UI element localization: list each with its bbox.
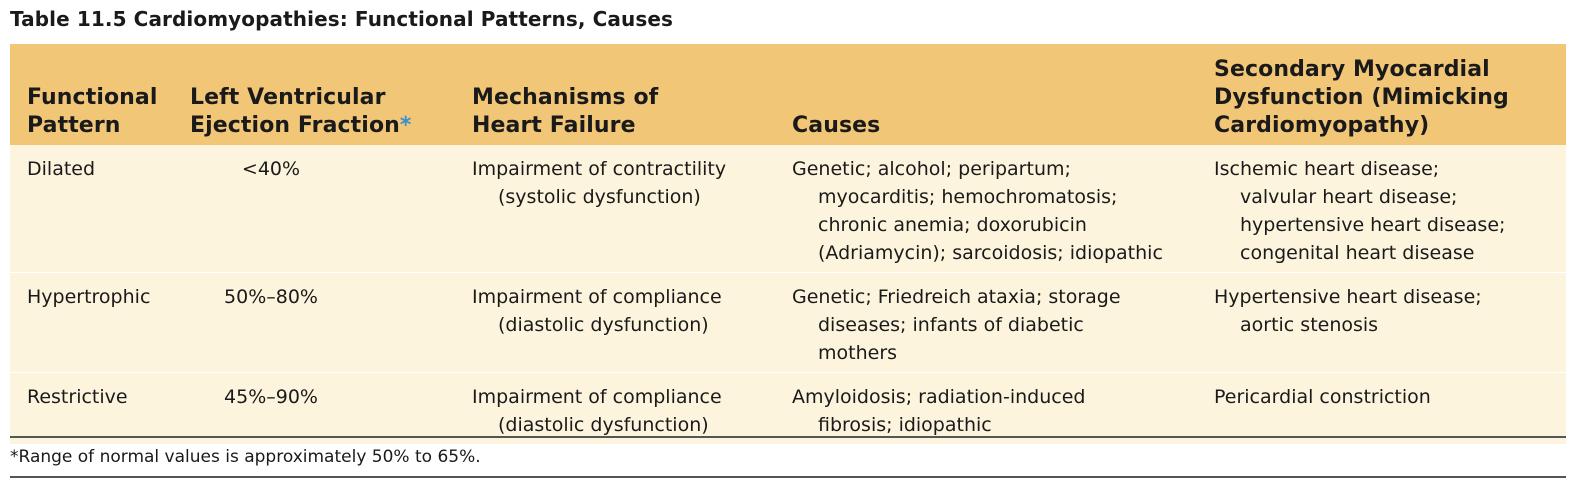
cell-line: Pericardial constriction	[1214, 386, 1431, 408]
cell-line: Impairment of contractility	[472, 158, 727, 180]
table-row-hypertrophic: Hypertrophic 50%–80% Impairment of compl…	[10, 272, 1566, 373]
table-title: Table 11.5 Cardiomyopathies: Functional …	[10, 7, 673, 31]
header-text: Functional	[27, 85, 158, 110]
header-text: Pattern	[27, 113, 121, 138]
cell-ejection-fraction: 50%–80%	[190, 272, 472, 373]
cell-secondary: Hypertensive heart disease; aortic steno…	[1214, 272, 1566, 373]
cell-pattern: Hypertrophic	[10, 272, 190, 373]
cell-mechanism: Impairment of compliance (diastolic dysf…	[472, 272, 792, 373]
cell-mechanism: Impairment of contractility (systolic dy…	[472, 145, 792, 273]
header-causes: Causes	[792, 44, 1214, 145]
cell-causes: Genetic; Friedreich ataxia; storage dise…	[792, 272, 1214, 373]
header-text-wrap: Ejection Fraction*	[190, 112, 466, 140]
cell-line: (diastolic dysfunction)	[498, 314, 709, 336]
cell-ejection-fraction: 45%–90%	[190, 372, 472, 444]
table-bottom-rule	[10, 436, 1566, 438]
cell-line: (Adriamycin); sarcoidosis; idiopathic	[818, 242, 1163, 264]
cell-line: aortic stenosis	[1240, 314, 1379, 336]
table-header: Functional Pattern Left Ventricular Ejec…	[10, 44, 1566, 145]
data-table: Functional Pattern Left Ventricular Ejec…	[10, 44, 1566, 444]
header-mechanisms: Mechanisms of Heart Failure	[472, 44, 792, 145]
cell-line: (diastolic dysfunction)	[498, 414, 709, 436]
cell-mechanism: Impairment of compliance (diastolic dysf…	[472, 372, 792, 444]
cell-pattern: Restrictive	[10, 372, 190, 444]
cell-causes: Amyloidosis; radiation-induced fibrosis;…	[792, 372, 1214, 444]
cell-line: congenital heart disease	[1240, 242, 1475, 264]
header-row: Functional Pattern Left Ventricular Ejec…	[10, 44, 1566, 145]
header-text: Cardiomyopathy)	[1214, 113, 1430, 138]
cell-line: (systolic dysfunction)	[498, 186, 701, 208]
table-row-restrictive: Restrictive 45%–90% Impairment of compli…	[10, 372, 1566, 444]
cell-line: chronic anemia; doxorubicin	[818, 214, 1087, 236]
cell-line: Hypertensive heart disease;	[1214, 286, 1482, 308]
cell-line: Genetic; Friedreich ataxia; storage	[792, 286, 1121, 308]
header-secondary-dysfunction: Secondary Myocardial Dysfunction (Mimick…	[1214, 44, 1566, 145]
table-body: Dilated <40% Impairment of contractility…	[10, 145, 1566, 444]
cell-ejection-fraction: <40%	[241, 158, 301, 180]
header-text: Heart Failure	[472, 113, 636, 138]
cell-pattern: Dilated	[27, 158, 96, 180]
header-text: Left Ventricular	[190, 85, 386, 110]
cell-line: valvular heart disease;	[1240, 186, 1458, 208]
header-text: Dysfunction (Mimicking	[1214, 85, 1509, 110]
footnote-bottom-rule	[10, 476, 1566, 478]
cell-secondary: Ischemic heart disease; valvular heart d…	[1214, 145, 1566, 273]
cell-secondary: Pericardial constriction	[1214, 372, 1566, 444]
cell-line: Impairment of compliance	[472, 386, 722, 408]
cardiomyopathy-table: Functional Pattern Left Ventricular Ejec…	[10, 44, 1566, 444]
cell-line: hypertensive heart disease;	[1240, 214, 1506, 236]
cell-line: Impairment of compliance	[472, 286, 722, 308]
cell-line: fibrosis; idiopathic	[818, 414, 992, 436]
cell-line: mothers	[818, 342, 898, 364]
cell-line: myocarditis; hemochromatosis;	[818, 186, 1118, 208]
footnote: *Range of normal values is approximately…	[10, 447, 481, 467]
header-text: Causes	[792, 113, 881, 138]
cell-line: Amyloidosis; radiation-induced	[792, 386, 1086, 408]
cell-causes: Genetic; alcohol; peripartum; myocarditi…	[792, 145, 1214, 273]
footnote-marker: *	[399, 113, 412, 138]
cell-line: Ischemic heart disease;	[1214, 158, 1440, 180]
header-text: Secondary Myocardial	[1214, 57, 1490, 82]
header-functional-pattern: Functional Pattern	[10, 44, 190, 145]
header-ejection-fraction: Left Ventricular Ejection Fraction*	[190, 44, 472, 145]
table-row-dilated: Dilated <40% Impairment of contractility…	[10, 145, 1566, 273]
header-text: Ejection Fraction	[190, 113, 400, 138]
header-text: Mechanisms of	[472, 85, 659, 110]
cell-line: diseases; infants of diabetic	[818, 314, 1084, 336]
cell-line: Genetic; alcohol; peripartum;	[792, 158, 1071, 180]
